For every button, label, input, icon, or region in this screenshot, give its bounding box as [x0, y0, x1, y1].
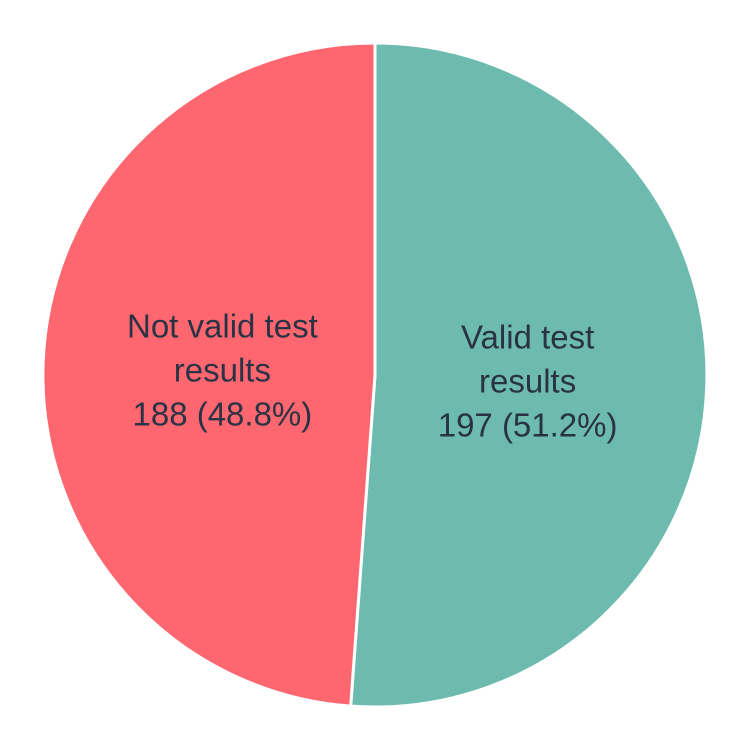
pie-slice-label-0: Valid test results 197 (51.2%) — [438, 319, 618, 444]
pie-slice-label-line: results — [174, 351, 271, 388]
pie-slice-label-line: 197 (51.2%) — [438, 407, 618, 444]
pie-slices — [41, 41, 709, 709]
pie-slice-label-line: Valid test — [461, 319, 594, 356]
pie-slice-0 — [349, 41, 709, 709]
pie-slice-label-line: 188 (48.8%) — [132, 395, 312, 432]
pie-slice-1 — [41, 41, 377, 708]
pie-slice-label-1: Not valid test results 188 (48.8%) — [127, 307, 318, 432]
pie-slice-label-line: Not valid test — [127, 307, 318, 344]
pie-labels: Valid test results 197 (51.2%) Not valid te… — [127, 307, 618, 443]
pie-slice-label-line: results — [479, 363, 576, 400]
